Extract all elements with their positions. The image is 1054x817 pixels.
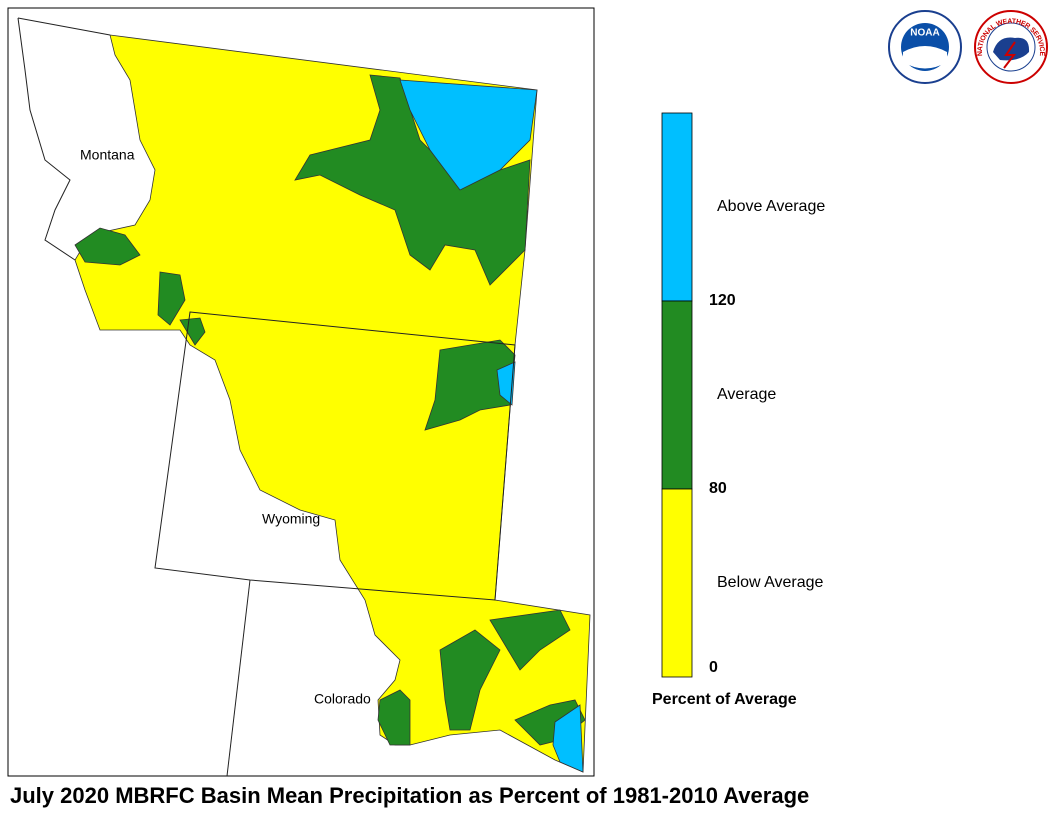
basin-region	[74, 227, 141, 266]
map: Montana Wyoming Colorado	[17, 17, 591, 777]
basin-region	[424, 339, 516, 431]
state-border	[17, 17, 76, 261]
basin-region	[179, 317, 206, 346]
legend-swatch	[661, 300, 693, 490]
state-label: Colorado	[314, 691, 371, 707]
state-border	[226, 579, 251, 777]
basin-region	[496, 361, 516, 406]
legend-class-label: Below Average	[717, 574, 824, 591]
noaa-text: NOAA	[910, 28, 939, 39]
legend-tick-label: 80	[709, 480, 727, 497]
logos: NOAA NATIONAL WEATHER SERVICE	[888, 10, 1048, 84]
basin-region	[439, 629, 501, 731]
basin-region	[552, 704, 584, 773]
state-label: Montana	[80, 147, 135, 163]
page-title: July 2020 MBRFC Basin Mean Precipitation…	[10, 783, 809, 808]
state-border	[17, 17, 111, 36]
basin-region	[399, 79, 538, 191]
legend-swatch	[661, 112, 693, 302]
nws-bolt	[1003, 41, 1017, 69]
legend-title: Percent of Average	[652, 691, 797, 708]
state-border	[154, 311, 516, 601]
legend-class-label: Above Average	[717, 198, 825, 215]
legend-tick-label: 0	[709, 659, 718, 676]
basin-region	[489, 609, 571, 671]
legend-class-label: Average	[717, 386, 776, 403]
noaa-bird	[903, 46, 947, 69]
state-label: Wyoming	[262, 511, 320, 527]
legend: Percent of Average Above Average Average B…	[652, 112, 825, 708]
legend-swatch	[661, 488, 693, 678]
basin-region	[377, 689, 411, 746]
basin-region	[157, 271, 186, 326]
legend-tick-label: 120	[709, 292, 736, 309]
